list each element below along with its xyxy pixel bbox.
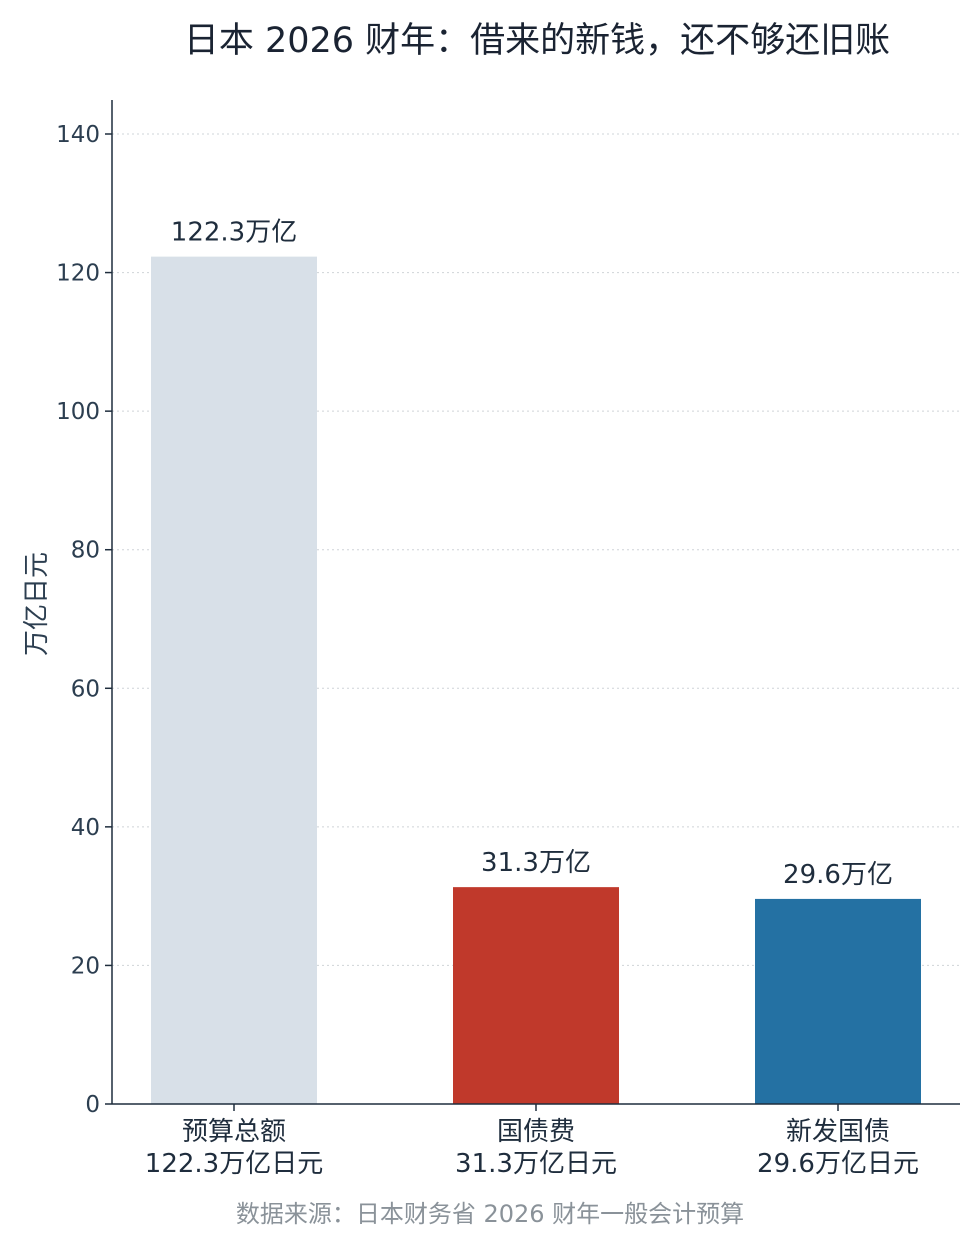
data-label: 29.6万亿 bbox=[783, 860, 893, 890]
y-tick-label: 140 bbox=[56, 122, 100, 148]
x-tick-label-sub: 31.3万亿日元 bbox=[455, 1149, 617, 1179]
chart-title: 日本 2026 财年：借来的新钱，还不够还旧账 bbox=[184, 21, 890, 61]
bar bbox=[151, 256, 317, 1104]
data-label: 31.3万亿 bbox=[481, 848, 591, 878]
axes bbox=[105, 100, 960, 1111]
x-tick-label: 国债费 bbox=[497, 1117, 575, 1147]
y-axis-label: 万亿日元 bbox=[22, 552, 52, 656]
y-tick-label: 100 bbox=[56, 399, 100, 425]
x-tick-label-sub: 122.3万亿日元 bbox=[145, 1149, 323, 1179]
x-tick-label: 新发国债 bbox=[786, 1117, 890, 1147]
bars bbox=[151, 256, 921, 1104]
bar bbox=[755, 898, 921, 1104]
x-tick-label: 预算总额 bbox=[182, 1117, 286, 1147]
y-tick-label: 20 bbox=[71, 953, 100, 979]
source-note: 数据来源：日本财务省 2026 财年一般会计预算 bbox=[236, 1200, 744, 1228]
x-tick-label-sub: 29.6万亿日元 bbox=[757, 1149, 919, 1179]
bar bbox=[453, 887, 619, 1104]
y-tick-label: 120 bbox=[56, 261, 100, 287]
data-label: 122.3万亿 bbox=[171, 218, 297, 248]
y-tick-label: 40 bbox=[71, 815, 100, 841]
y-tick-label: 80 bbox=[71, 538, 100, 564]
y-tick-label: 0 bbox=[85, 1092, 100, 1118]
y-tick-label: 60 bbox=[71, 676, 100, 702]
